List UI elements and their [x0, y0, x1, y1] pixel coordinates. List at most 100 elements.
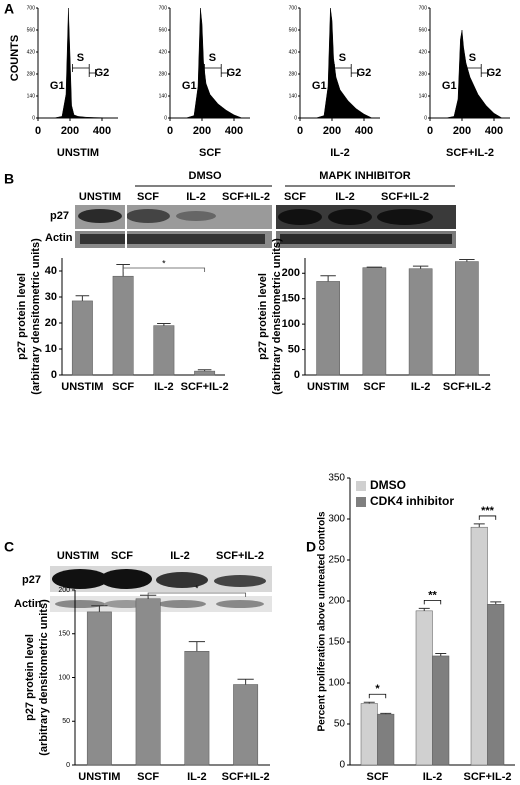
x-tick-label: 200 — [323, 125, 341, 137]
x-tick-label: 0 — [427, 125, 433, 137]
phase-label: G2 — [227, 67, 242, 79]
phase-label: G1 — [442, 80, 457, 92]
y-tick-label: 200 — [328, 596, 345, 607]
phase-label: G2 — [357, 67, 372, 79]
y-tick-label: 0 — [339, 760, 345, 771]
y-tick-label: 0 — [51, 369, 57, 381]
blot-group: MAPK INHIBITOR — [319, 170, 411, 182]
y-tick-label: 0 — [424, 115, 427, 121]
histogram — [315, 7, 373, 119]
bar — [233, 684, 259, 766]
histogram — [185, 7, 243, 119]
y-tick-label: 280 — [159, 71, 168, 77]
x-tick-label: IL-2 — [154, 381, 174, 393]
y-tick-label: 0 — [164, 115, 167, 121]
y-tick-label: 100 — [282, 318, 300, 330]
y-tick-label: 30 — [45, 291, 57, 303]
error-bar — [197, 369, 212, 372]
bar — [194, 370, 216, 376]
bar — [316, 281, 340, 376]
x-tick-label: 0 — [35, 125, 41, 137]
error-bar — [157, 323, 171, 326]
x-tick-label: IL-2 — [423, 771, 443, 783]
y-tick-label: 700 — [27, 5, 36, 11]
panel-label: B — [4, 171, 14, 187]
x-tick-label: SCF — [112, 381, 134, 393]
phase-label: G2 — [487, 67, 502, 79]
bar — [408, 268, 433, 376]
legend-label: DMSO — [370, 478, 406, 492]
y-tick-label: 140 — [27, 93, 36, 99]
significance-label: ** — [428, 589, 437, 601]
y-tick-label: 0 — [294, 115, 297, 121]
x-tick-label: UNSTIM — [78, 771, 120, 783]
y-tick-label: 420 — [419, 49, 428, 55]
legend-swatch — [356, 481, 366, 491]
blot-row-label: Actin — [14, 598, 42, 610]
error-bar — [380, 712, 392, 715]
lane-label: UNSTIM — [57, 550, 99, 562]
lane-label: SCF — [111, 550, 133, 562]
phase-label: G2 — [95, 67, 110, 79]
y-axis-label: p27 protein level — [257, 273, 269, 360]
significance-bracket — [147, 592, 247, 597]
legend-swatch — [356, 497, 366, 507]
panel-label: A — [4, 1, 14, 17]
x-tick-label: UNSTIM — [307, 381, 349, 393]
panel-label: D — [306, 539, 316, 555]
error-bar — [473, 523, 485, 528]
y-tick-label: 300 — [328, 514, 345, 525]
x-axis-label: SCF — [199, 147, 221, 159]
y-axis-label: COUNTS — [9, 35, 21, 81]
bar — [112, 275, 134, 376]
y-tick-label: 150 — [58, 631, 70, 638]
bar — [71, 300, 93, 376]
y-tick-label: 200 — [58, 587, 70, 594]
error-bar — [237, 678, 254, 685]
error-bar — [459, 259, 475, 262]
blot-row-label: p27 — [50, 210, 69, 222]
error-bar — [188, 641, 205, 652]
bar — [360, 703, 378, 766]
bar — [86, 611, 112, 766]
error-bar — [91, 605, 108, 612]
x-tick-label: 200 — [453, 125, 471, 137]
x-tick-label: 400 — [93, 125, 111, 137]
bar — [455, 261, 479, 376]
bar — [432, 655, 450, 766]
significance-label: *** — [481, 505, 495, 517]
y-tick-label: 150 — [282, 293, 300, 305]
x-axis-label: IL-2 — [330, 147, 350, 159]
significance-label: * — [195, 583, 199, 593]
x-tick-label: SCF — [137, 771, 159, 783]
significance-bracket — [423, 599, 442, 605]
bar — [184, 651, 210, 766]
lane-label: IL-2 — [170, 550, 190, 562]
x-axis-label: UNSTIM — [57, 147, 99, 159]
significance-label: * — [375, 683, 380, 695]
x-tick-label: 200 — [61, 125, 79, 137]
x-tick-label: IL-2 — [187, 771, 207, 783]
y-tick-label: 40 — [45, 265, 57, 277]
y-tick-label: 280 — [27, 71, 36, 77]
significance-bracket — [122, 267, 206, 272]
lane-label: IL-2 — [186, 191, 206, 203]
y-tick-label: 0 — [32, 115, 35, 121]
bar — [415, 610, 433, 766]
error-bar — [363, 701, 375, 704]
lane-label: SCF — [137, 191, 159, 203]
error-bar — [435, 652, 447, 656]
error-bar — [366, 266, 383, 268]
y-tick-label: 10 — [45, 343, 57, 355]
x-tick-label: SCF — [367, 771, 389, 783]
lane-label: IL-2 — [335, 191, 355, 203]
y-tick-label: 700 — [159, 5, 168, 11]
y-tick-label: 140 — [419, 93, 428, 99]
y-tick-label: 560 — [419, 27, 428, 33]
x-tick-label: 400 — [355, 125, 373, 137]
y-axis-label: (arbitrary densitometric units) — [38, 599, 50, 756]
x-tick-label: 200 — [193, 125, 211, 137]
y-tick-label: 420 — [159, 49, 168, 55]
y-axis-label: p27 protein level — [16, 273, 28, 360]
